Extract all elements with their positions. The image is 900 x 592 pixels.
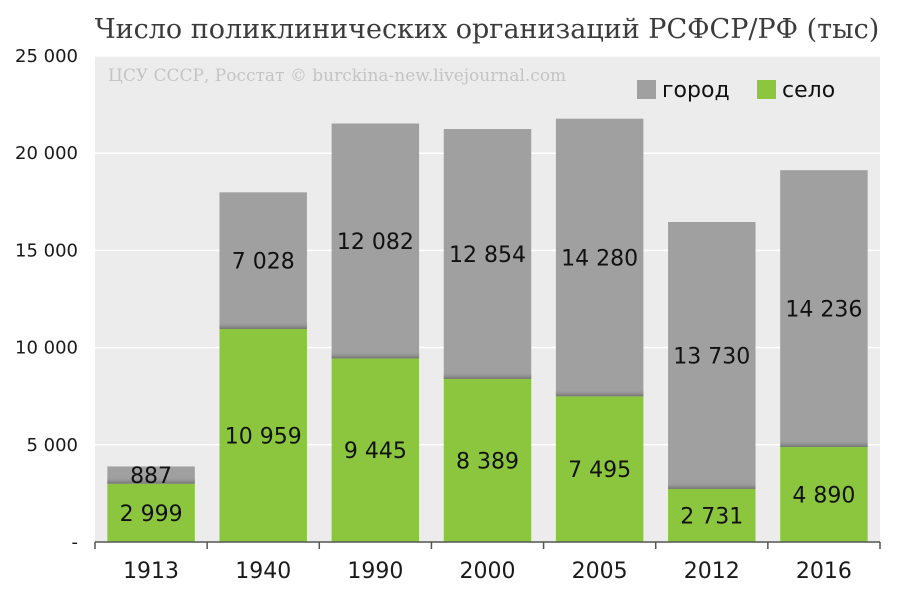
legend-swatch (637, 80, 656, 99)
y-tick-label: 25 000 (15, 46, 78, 67)
x-tick-label: 2012 (684, 559, 740, 584)
legend-label: село (782, 78, 835, 103)
bar-rural (780, 446, 868, 542)
legend-swatch (757, 80, 776, 99)
chart-title: Число поликлинических организаций РСФСР/… (95, 14, 880, 45)
watermark: ЦСУ СССР, Росстат © burckina-new.livejou… (108, 66, 566, 86)
data-label-urban: 13 730 (673, 344, 750, 369)
bar-seam-shade (219, 321, 307, 329)
x-tick-label: 2016 (796, 559, 852, 584)
bar-seam-shade (331, 351, 420, 359)
bar-rural (555, 396, 644, 542)
bar-urban (331, 123, 420, 359)
x-tick-label: 1913 (123, 559, 179, 584)
x-tick-label: 2000 (460, 559, 516, 584)
data-label-rural: 8 389 (456, 449, 519, 474)
x-axis-labels: 1913 1940 1990 2000 2005 2012 2016 (123, 559, 852, 584)
data-label-rural: 10 959 (225, 424, 302, 449)
data-labels: 2 999 887 10 959 7 028 9 445 12 082 8 389 12 85… (120, 230, 863, 530)
data-label-urban: 14 236 (785, 298, 862, 323)
y-tick-label: 5 000 (26, 435, 78, 456)
bar-seam-shade (668, 481, 756, 489)
bar-urban (443, 129, 532, 379)
data-label-rural: 2 999 (120, 502, 183, 527)
bar-urban (555, 118, 644, 397)
data-label-urban: 12 082 (337, 230, 414, 255)
bar-urban (780, 170, 868, 447)
data-label-rural: 4 890 (792, 483, 855, 508)
y-tick-label: - (72, 532, 79, 553)
data-label-rural: 2 731 (680, 504, 743, 529)
data-label-urban: 7 028 (232, 250, 295, 275)
bar-rural (331, 358, 420, 542)
data-label-urban: 12 854 (449, 243, 526, 268)
bar-rural (668, 488, 756, 542)
legend: город село (637, 78, 835, 103)
x-tick-label: 1940 (235, 559, 291, 584)
y-axis-labels: - 5 000 10 000 15 000 20 000 25 000 (15, 46, 78, 553)
data-label-urban: 887 (130, 464, 172, 489)
data-label-rural: 9 445 (344, 439, 407, 464)
y-tick-label: 10 000 (15, 338, 78, 359)
bar-rural (107, 483, 195, 542)
axes (94, 541, 881, 549)
x-tick-label: 2005 (572, 559, 628, 584)
bar-urban (219, 192, 307, 329)
legend-label: город (662, 78, 730, 103)
bar-seam-shade (555, 389, 644, 397)
data-label-rural: 7 495 (568, 458, 631, 483)
y-tick-label: 15 000 (15, 240, 78, 261)
data-label-urban: 14 280 (561, 246, 638, 271)
bars (107, 118, 868, 542)
x-tick-label: 1990 (347, 559, 403, 584)
bar-rural (443, 378, 532, 542)
bar-seam-shade (443, 371, 532, 379)
bar-rural (219, 328, 307, 542)
bar-urban (668, 221, 756, 489)
y-tick-label: 20 000 (15, 143, 78, 164)
bar-seam-shade (780, 439, 868, 447)
bar-seam-shade (107, 476, 195, 484)
